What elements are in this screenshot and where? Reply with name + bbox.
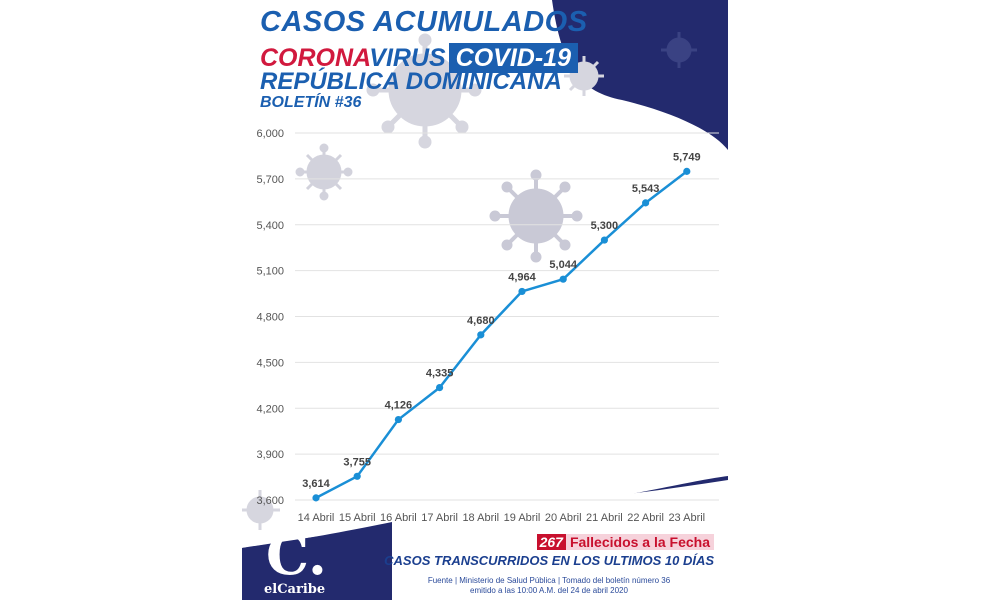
data-point — [642, 199, 650, 207]
chart-series — [312, 167, 691, 502]
series-line — [315, 170, 688, 499]
data-point — [683, 167, 691, 175]
page-title: CASOS ACUMULADOS — [260, 6, 588, 38]
logo-navy-corner — [242, 522, 392, 600]
source-line-2: emitido a las 10:00 A.M. del 24 de abril… — [470, 586, 628, 595]
data-label: 4,126 — [385, 400, 413, 412]
deaths-summary: 267 Fallecidos a la Fecha — [536, 534, 714, 550]
virus-icon — [489, 169, 583, 263]
brand-logo-name: elCaribe — [264, 582, 326, 597]
chart-caption: CASOS TRANSCURRIDOS EN LOS ULTIMOS 10 DÍ… — [384, 553, 714, 568]
virus-icon — [242, 490, 280, 530]
data-point — [312, 494, 320, 502]
data-label: 5,300 — [591, 220, 619, 232]
source-line-1: Fuente | Ministerio de Salud Pública | T… — [427, 576, 671, 585]
chart-data-labels: 3,614 3,755 4,126 4,335 4,680 4,964 5,044 5,300… — [302, 151, 700, 489]
data-label: 4,335 — [426, 368, 454, 380]
x-tick-label: 22 Abril — [627, 512, 664, 524]
x-tick-label: 17 Abril — [421, 512, 458, 524]
y-tick-label: 3,600 — [256, 495, 284, 507]
y-tick-label: 4,200 — [256, 403, 284, 415]
source-note: Fuente | Ministerio de Salud Pública | T… — [384, 576, 714, 596]
deaths-label: Fallecidos a la Fecha — [565, 534, 714, 550]
x-tick-label: 23 Abril — [668, 512, 705, 524]
line-chart: 3,600 3,900 4,200 4,500 4,800 5,100 5,400 5,700… — [256, 128, 719, 524]
data-point — [600, 236, 608, 244]
y-tick-label: 4,800 — [256, 312, 284, 324]
y-tick-label: 4,500 — [256, 357, 284, 369]
x-tick-label: 15 Abril — [339, 512, 376, 524]
data-point — [394, 415, 402, 424]
title-virus-word: VIRUS — [369, 44, 446, 72]
x-tick-label: 20 Abril — [545, 512, 582, 524]
chart-grid — [295, 132, 719, 501]
virus-icon — [661, 32, 697, 68]
x-tick-label: 21 Abril — [586, 512, 623, 524]
y-tick-label: 5,400 — [256, 220, 284, 232]
x-tick-label: 19 Abril — [504, 512, 541, 524]
data-label: 3,614 — [302, 478, 330, 490]
data-point — [477, 331, 485, 339]
virus-icon — [295, 143, 353, 201]
data-label: 5,044 — [549, 259, 577, 271]
country-title: REPÚBLICA DOMINICANA — [260, 68, 562, 95]
data-point — [518, 287, 526, 296]
title-corona-word: CORONA — [260, 44, 370, 72]
y-tick-label: 6,000 — [256, 128, 284, 140]
bulletin-number: BOLETÍN #36 — [260, 94, 362, 111]
top-right-navy-swoosh — [552, 0, 728, 150]
deaths-count: 267 — [536, 534, 566, 550]
y-tick-label: 5,700 — [256, 174, 284, 186]
data-label: 4,680 — [467, 315, 495, 327]
data-label: 4,964 — [508, 271, 536, 283]
data-point — [559, 275, 567, 283]
data-label: 5,543 — [632, 183, 660, 195]
subtitle-coronavirus: CORONAVIRUS COVID-19 — [260, 43, 578, 73]
x-tick-label: 18 Abril — [462, 512, 499, 524]
x-tick-label: 16 Abril — [380, 512, 417, 524]
x-tick-label: 14 Abril — [298, 512, 335, 524]
y-tick-label: 5,100 — [256, 266, 284, 278]
data-label: 5,749 — [673, 151, 701, 163]
y-tick-label: 3,900 — [256, 449, 284, 461]
brand-logo-letter: C. — [266, 523, 327, 587]
data-point — [353, 472, 361, 480]
data-point — [436, 384, 444, 392]
infographic-poster: CASOS ACUMULADOS CORONAVIRUS COVID-19 REP… — [242, 0, 728, 600]
data-label: 3,755 — [343, 456, 371, 468]
chart-axes: 3,600 3,900 4,200 4,500 4,800 5,100 5,400 5,700… — [256, 128, 705, 524]
title-covid-badge: COVID-19 — [448, 43, 578, 73]
